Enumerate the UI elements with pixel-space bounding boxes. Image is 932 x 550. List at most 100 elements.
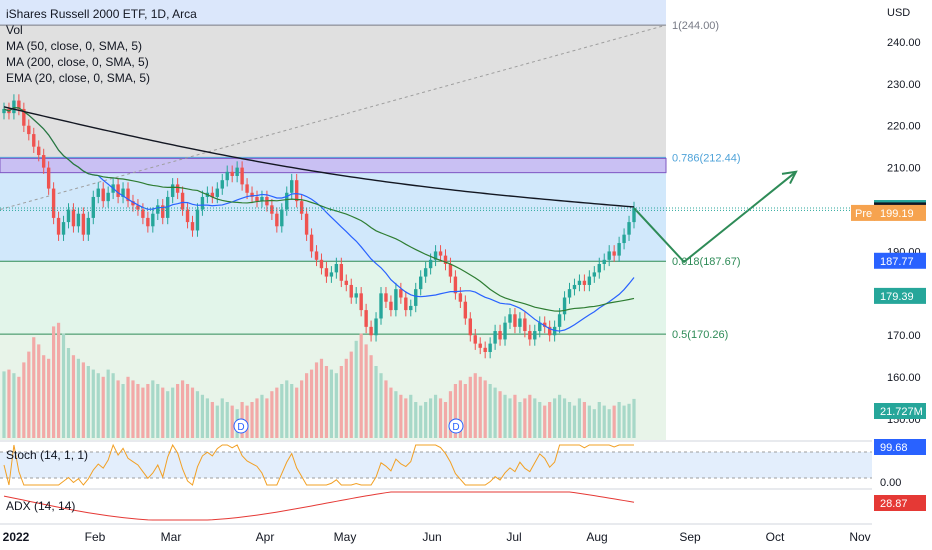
volume-bar bbox=[538, 402, 542, 438]
volume-bar bbox=[141, 387, 145, 438]
candle-body bbox=[587, 276, 592, 285]
fib-band-1 bbox=[0, 25, 666, 158]
volume-bar bbox=[627, 403, 631, 438]
candle-body bbox=[567, 289, 572, 298]
candle-body bbox=[354, 293, 358, 298]
volume-bar bbox=[458, 380, 462, 438]
candle-body bbox=[404, 297, 408, 311]
projection-path bbox=[633, 171, 797, 264]
candle-body bbox=[329, 272, 334, 277]
candle-body bbox=[463, 301, 468, 319]
volume-bar bbox=[543, 405, 547, 438]
candle-body bbox=[503, 322, 507, 340]
candle-body bbox=[607, 251, 611, 260]
volume-bar bbox=[280, 384, 284, 438]
volume-bar bbox=[438, 398, 443, 438]
candle-body bbox=[314, 251, 319, 260]
volume-bar bbox=[151, 380, 155, 438]
trend-line bbox=[0, 24, 667, 211]
candle-body bbox=[612, 251, 616, 256]
candle-body bbox=[280, 209, 284, 227]
pre-tag: Pre bbox=[855, 208, 872, 220]
candle-body bbox=[627, 222, 631, 235]
volume-bar bbox=[523, 398, 527, 438]
volume-bar bbox=[448, 391, 453, 438]
volume-bar bbox=[71, 355, 76, 438]
volume-bar bbox=[190, 387, 195, 438]
candle-body bbox=[389, 301, 393, 311]
candle-body bbox=[81, 213, 86, 235]
stoch-line bbox=[3, 443, 634, 486]
ma50-line bbox=[3, 106, 635, 312]
volume-bar bbox=[617, 402, 621, 438]
candle-body bbox=[309, 234, 314, 252]
volume-bar bbox=[32, 337, 36, 438]
candle-body bbox=[156, 205, 160, 214]
volume-bar bbox=[548, 402, 552, 438]
candle-body bbox=[71, 209, 76, 227]
candle-body bbox=[175, 184, 180, 193]
volume-bar bbox=[121, 384, 125, 438]
price-label-box bbox=[874, 204, 926, 221]
ma200-line bbox=[3, 106, 635, 208]
price-label: 199.19 bbox=[880, 208, 914, 220]
volume-bar bbox=[399, 394, 403, 438]
dividend-label: D bbox=[237, 422, 244, 433]
candle-body bbox=[359, 293, 363, 311]
volume-bar bbox=[384, 380, 388, 438]
volume-bar bbox=[592, 409, 596, 438]
volume-bar bbox=[230, 405, 234, 438]
y-tick-label: 230.00 bbox=[887, 79, 921, 91]
volume-bar bbox=[572, 405, 577, 438]
x-tick-label: Apr bbox=[256, 530, 275, 544]
volume-bar bbox=[443, 402, 448, 438]
candle-body bbox=[166, 196, 170, 218]
candle-body bbox=[56, 217, 61, 235]
candle-body bbox=[324, 268, 329, 277]
candle-body bbox=[126, 188, 130, 202]
candle-body bbox=[255, 196, 259, 202]
volume-bar bbox=[587, 405, 591, 438]
candle-body bbox=[369, 326, 373, 336]
candle-body bbox=[572, 284, 577, 290]
volume-bar bbox=[12, 373, 16, 438]
x-tick-label: Jul bbox=[506, 530, 521, 544]
volume-bar bbox=[374, 366, 378, 438]
volume-bar bbox=[409, 394, 413, 438]
volume-bar bbox=[260, 394, 264, 438]
volume-bar bbox=[632, 398, 636, 438]
volume-bar bbox=[215, 405, 219, 438]
candle-body bbox=[577, 280, 582, 285]
candle-body bbox=[448, 264, 453, 277]
volume-bar bbox=[42, 355, 46, 438]
volume-bar bbox=[126, 376, 130, 438]
candle-body bbox=[220, 180, 224, 189]
candle-body bbox=[458, 293, 463, 302]
candle-body bbox=[290, 180, 294, 193]
candle-body bbox=[562, 297, 567, 315]
candle-body bbox=[622, 234, 626, 244]
volume-bar bbox=[146, 384, 150, 438]
volume-bar bbox=[344, 358, 348, 438]
volume-bar bbox=[265, 398, 269, 438]
candle-body bbox=[473, 335, 477, 344]
candle-body bbox=[51, 188, 56, 218]
volume-bar bbox=[91, 369, 95, 438]
stoch-value: 99.68 bbox=[880, 442, 908, 454]
candle-body bbox=[240, 167, 244, 185]
volume-bar bbox=[453, 384, 458, 438]
price-axis-bg bbox=[872, 0, 932, 550]
legend-ema20: EMA (20, close, 0, SMA, 5) bbox=[6, 71, 151, 85]
volume-bar bbox=[359, 333, 363, 438]
candle-body bbox=[294, 180, 299, 202]
candle-body bbox=[299, 201, 304, 214]
volume-bar bbox=[329, 369, 334, 438]
candle-body bbox=[597, 264, 601, 273]
volume-bar bbox=[468, 376, 472, 438]
volume-bar bbox=[195, 391, 200, 438]
candle-body bbox=[528, 331, 532, 340]
volume-bar bbox=[131, 380, 135, 438]
volume-bar bbox=[81, 362, 85, 438]
volume-bar bbox=[394, 391, 398, 438]
